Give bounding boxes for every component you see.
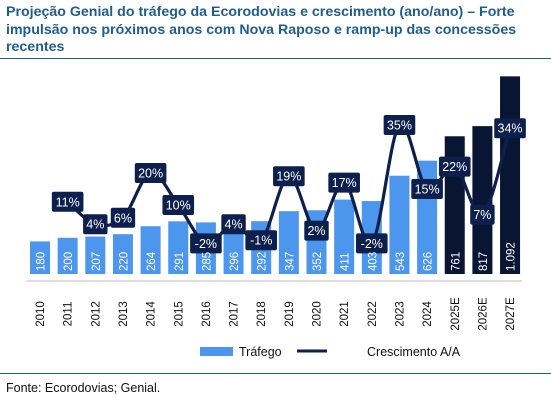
growth-label-box-2013 xyxy=(110,207,136,228)
growth-label-box-2025E xyxy=(438,156,471,177)
bar-value-label-2025E: 761 xyxy=(450,252,462,271)
x-tick-label-2016: 2016 xyxy=(201,301,213,327)
growth-label-2018: -1% xyxy=(250,234,272,248)
chart: 11%4% 6%20%10%-2%4%-1%19%2%17%-2%35%15%22… xyxy=(26,76,526,359)
bar-value-label-2012: 207 xyxy=(91,252,103,271)
bar-value-label-2013: 220 xyxy=(118,252,130,271)
source-divider xyxy=(0,373,551,374)
bar-value-label-2021: 411 xyxy=(340,253,352,271)
growth-label-2026E: 7% xyxy=(473,208,491,222)
growth-label-box-2021 xyxy=(328,172,360,193)
bar-value-label-2022: 403 xyxy=(367,252,379,271)
bar-2013 xyxy=(112,234,133,274)
growth-label-2025E: 22% xyxy=(442,160,467,174)
x-tick-label-2017: 2017 xyxy=(229,301,241,327)
bar-value-labels: 180 200 207 220 264 291 285 296 292 347 352 411 403 5… xyxy=(36,242,518,271)
growth-label-box-2015 xyxy=(162,195,195,215)
growth-label-box-2023 xyxy=(383,115,416,135)
x-tick-label-2012: 2012 xyxy=(90,301,102,327)
bar-value-label-2010: 180 xyxy=(36,252,48,271)
bar-value-label-2023: 543 xyxy=(395,252,407,271)
bar-2012 xyxy=(85,236,106,274)
growth-label-2012: 4% xyxy=(86,218,104,232)
growth-label-2027E: 34% xyxy=(498,122,523,136)
x-tick-label-2021: 2021 xyxy=(339,301,351,327)
x-tick-label-2010: 2010 xyxy=(35,301,47,327)
bar-value-label-2014: 264 xyxy=(146,251,158,271)
growth-label-box-2011 xyxy=(51,191,84,212)
title-divider xyxy=(0,58,551,59)
growth-label-2023: 35% xyxy=(387,119,412,133)
growth-label-box-2026E xyxy=(470,204,495,225)
bar-value-label-2019: 347 xyxy=(284,252,296,271)
growth-label-2019: 19% xyxy=(276,170,301,184)
x-axis-tick-labels: 2010 2011 2012 2013 2014 2015 2016 2017 2018 2019… xyxy=(35,297,517,331)
growth-label-box-2020 xyxy=(304,220,329,241)
growth-label-2024: 15% xyxy=(415,183,440,197)
bar-2015 xyxy=(168,221,189,274)
x-tick-label-2018: 2018 xyxy=(256,301,268,327)
growth-label-box-2024 xyxy=(411,179,443,199)
x-tick-label-2022: 2022 xyxy=(367,301,379,327)
bar-2021 xyxy=(334,199,355,274)
x-tick-label-2011: 2011 xyxy=(63,302,75,327)
bar-value-label-2016: 285 xyxy=(201,252,213,271)
growth-label-box-2019 xyxy=(273,166,305,187)
x-tick-label-2019: 2019 xyxy=(284,301,296,327)
growth-label-box-2016 xyxy=(190,233,222,254)
x-tick-label-2027E: 2027E xyxy=(505,297,517,331)
bar-2011 xyxy=(57,237,78,274)
legend-label-crescimento: Crescimento A/A xyxy=(367,345,461,359)
growth-label-2014: 20% xyxy=(138,167,163,181)
growth-label-2013: 6% xyxy=(114,211,132,225)
bar-value-label-2024: 626 xyxy=(423,252,435,271)
growth-label-box-2018 xyxy=(245,230,277,251)
bar-value-label-2015: 291 xyxy=(174,252,186,271)
growth-label-2017: 4% xyxy=(225,218,243,232)
growth-labels: 11% 4% 6% 20% 10% -2% 4% -1% 19% 2% 17% -2% 35% 15%22… xyxy=(51,115,526,254)
bar-value-label-2026E: 817 xyxy=(478,252,490,271)
legend-swatch-trafego xyxy=(200,347,233,356)
bar-value-label-2018: 292 xyxy=(257,252,269,271)
growth-label-2016: -2% xyxy=(195,237,217,251)
legend-label-trafego: Tráfego xyxy=(239,345,282,359)
bar-2019 xyxy=(278,211,299,274)
bar-value-label-2027E: 1.092 xyxy=(506,242,518,271)
growth-label-box-2022 xyxy=(356,233,388,254)
x-tick-label-2025E: 2025E xyxy=(450,297,462,331)
bar-2014 xyxy=(140,226,161,274)
bar-value-label-2020: 352 xyxy=(312,252,324,271)
growth-label-box-2014 xyxy=(134,163,167,183)
x-tick-label-2024: 2024 xyxy=(422,301,434,327)
growth-label-2011: 11% xyxy=(56,195,80,209)
bar-value-label-2017: 296 xyxy=(229,252,241,271)
chart-title: Projeção Genial do tráfego da Ecorodovia… xyxy=(6,4,517,55)
x-tick-label-2023: 2023 xyxy=(394,301,406,327)
x-tick-label-2026E: 2026E xyxy=(477,297,489,331)
source-note: Fonte: Ecorodovias; Genial. xyxy=(6,381,161,395)
growth-label-2020: 2% xyxy=(307,224,325,238)
bar-2026E xyxy=(472,126,493,274)
growth-label-2021: 17% xyxy=(332,176,357,190)
growth-label-box-2027E xyxy=(494,118,526,139)
growth-label-2022: -2% xyxy=(361,237,383,251)
bar-2010 xyxy=(30,241,50,274)
bar-2023 xyxy=(389,175,410,274)
growth-label-box-2012 xyxy=(83,214,108,235)
legend: Tráfego Crescimento A/A xyxy=(200,345,461,359)
x-tick-label-2020: 2020 xyxy=(312,301,324,327)
bar-value-label-2011: 200 xyxy=(63,252,75,271)
growth-label-box-2017 xyxy=(221,214,246,235)
growth-label-2015: 10% xyxy=(166,199,191,213)
x-tick-label-2013: 2013 xyxy=(118,301,130,327)
x-tick-label-2014: 2014 xyxy=(146,301,158,327)
x-tick-label-2015: 2015 xyxy=(173,301,185,327)
